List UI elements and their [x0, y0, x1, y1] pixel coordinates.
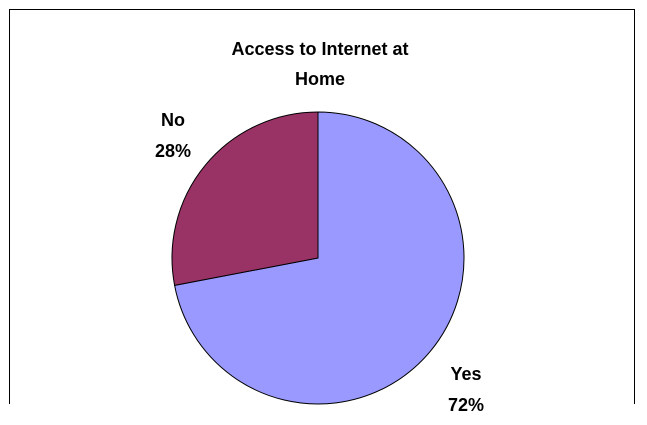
pie-labels: Yes 72% No 28%: [155, 110, 484, 415]
pie-slices: [171, 111, 465, 405]
slice-percent-yes: 72%: [448, 395, 484, 415]
pie-slice-no: [171, 111, 319, 286]
slice-label-yes: Yes: [450, 364, 481, 384]
slice-label-no: No: [161, 110, 185, 130]
slice-percent-no: 28%: [155, 141, 191, 161]
pie-slice-yes: [174, 111, 465, 405]
chart-title-line-1: Access to Internet at: [231, 39, 408, 59]
chart-title-line-2: Home: [295, 69, 345, 89]
